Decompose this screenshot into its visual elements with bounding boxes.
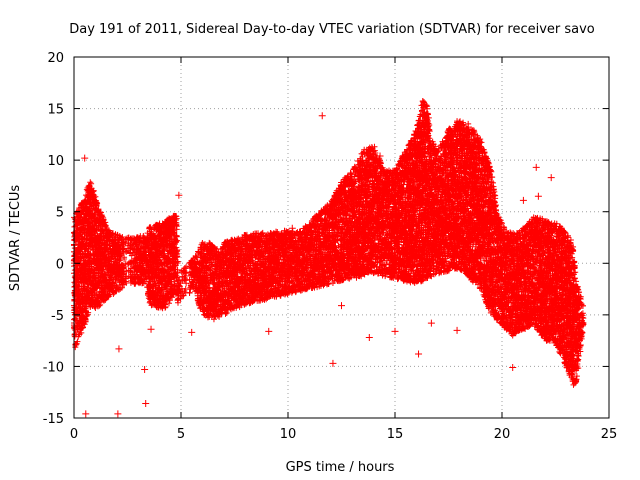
data-points	[71, 97, 587, 418]
data-point	[74, 338, 81, 345]
